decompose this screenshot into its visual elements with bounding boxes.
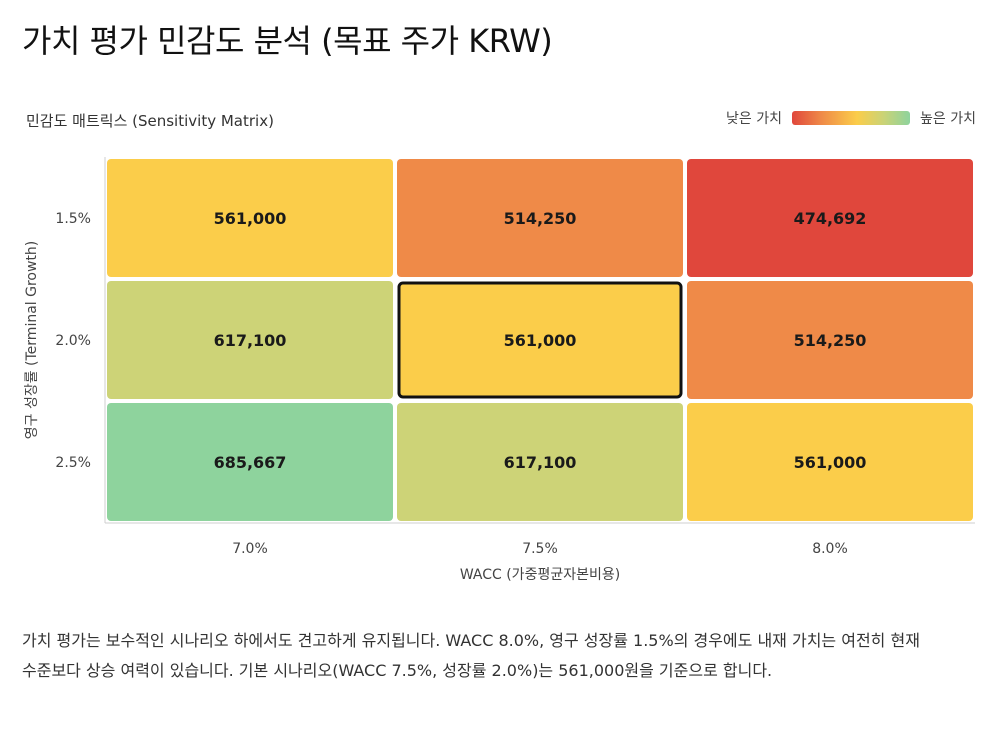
x-tick-label: 7.0%	[232, 541, 268, 557]
cell-value-label: 561,000	[504, 331, 577, 350]
chart-subtitle: 민감도 매트릭스 (Sensitivity Matrix)	[26, 112, 274, 130]
heatmap-cell	[107, 403, 393, 521]
sensitivity-heatmap: 561,000 514,250 474,692 617,100 561,000 514,2…	[24, 157, 975, 583]
cell-value-label: 514,250	[504, 209, 577, 228]
y-axis-title: 영구 성장률 (Terminal Growth)	[24, 241, 40, 440]
x-axis-title: WACC (가중평균자본비용)	[460, 567, 620, 583]
heatmap-cell	[397, 403, 683, 521]
cell-value-label: 561,000	[794, 453, 867, 472]
cell-value-label: 685,667	[214, 453, 287, 472]
heatmap-cell-highlighted	[397, 281, 683, 399]
cell-value-label: 617,100	[214, 331, 287, 350]
cell-value-label: 474,692	[794, 209, 867, 228]
heatmap-cell	[687, 403, 973, 521]
x-tick-label: 7.5%	[522, 541, 558, 557]
cell-value-label: 617,100	[504, 453, 577, 472]
color-legend: 낮은 가치 높은 가치	[726, 108, 976, 128]
cell-value-label: 561,000	[214, 209, 287, 228]
heatmap-cell	[397, 159, 683, 277]
page-title: 가치 평가 민감도 분석 (목표 주가 KRW)	[22, 22, 553, 60]
legend-gradient-bar	[792, 111, 911, 125]
heatmap-cell	[687, 159, 973, 277]
x-tick-label: 8.0%	[812, 541, 848, 557]
y-tick-label: 2.0%	[55, 333, 91, 349]
legend-high-label: 높은 가치	[920, 111, 976, 127]
heatmap-cell	[687, 281, 973, 399]
heatmap-cell	[107, 281, 393, 399]
heatmap-cell	[107, 159, 393, 277]
narrative-text: 가치 평가는 보수적인 시나리오 하에서도 견고하게 유지됩니다. WACC 8…	[22, 631, 920, 680]
cell-value-label: 514,250	[794, 331, 867, 350]
legend-low-label: 낮은 가치	[726, 111, 783, 127]
y-tick-label: 2.5%	[55, 455, 91, 471]
y-tick-label: 1.5%	[55, 211, 91, 227]
